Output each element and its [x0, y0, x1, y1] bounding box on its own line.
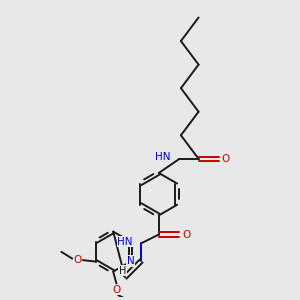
Text: O: O: [112, 285, 121, 295]
Text: O: O: [74, 255, 82, 265]
Text: HN: HN: [155, 152, 171, 162]
Text: N: N: [127, 256, 135, 266]
Text: H: H: [119, 266, 126, 276]
Text: HN: HN: [117, 237, 133, 247]
Text: O: O: [182, 230, 190, 239]
Text: O: O: [222, 154, 230, 164]
